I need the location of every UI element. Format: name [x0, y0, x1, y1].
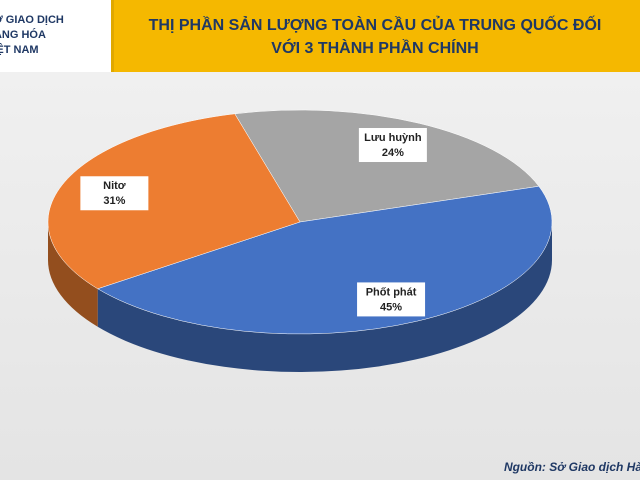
- category-label: Lưu huỳnh: [364, 132, 422, 144]
- category-label: Nitơ: [103, 180, 126, 192]
- label-box: [80, 176, 149, 211]
- slice: [234, 109, 540, 223]
- slice-side: [48, 222, 98, 327]
- label-box: [358, 128, 427, 163]
- slice: [97, 186, 553, 335]
- label-box: [357, 282, 426, 317]
- value-label: 45%: [380, 301, 402, 313]
- slice-side: [97, 222, 552, 373]
- chart-title: THỊ PHẦN SẢN LƯỢNG TOÀN CẦU CỦA TRUNG QU…: [148, 17, 602, 57]
- logo-line: SỞ GIAO DỊCH: [0, 14, 64, 26]
- slice: [47, 113, 301, 290]
- source: Nguồn: Sở Giao dịch Hà: [503, 460, 640, 474]
- value-label: 24%: [382, 147, 404, 159]
- category-label: Phốt phát: [366, 286, 417, 298]
- logo-line: VIỆT NAM: [0, 44, 39, 56]
- logo-line: HÀNG HÓA: [0, 29, 46, 41]
- logo: SỞ GIAO DỊCH HÀNG HÓA VIỆT NAM: [0, 0, 114, 72]
- value-label: 31%: [103, 195, 125, 207]
